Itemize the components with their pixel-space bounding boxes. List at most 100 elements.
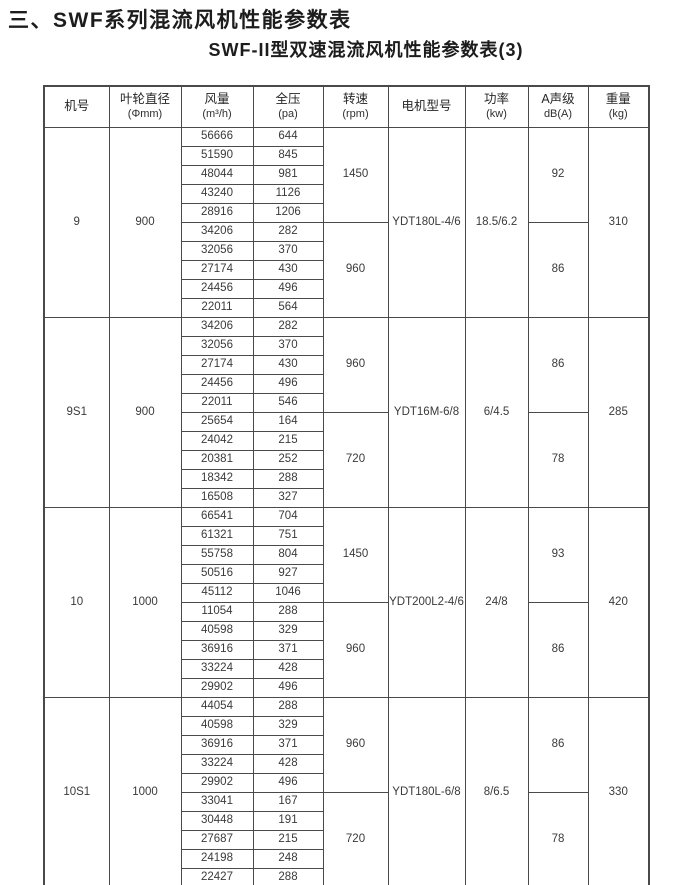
airflow-cell: 40598 [180, 716, 254, 736]
airflow-cell: 20381 [180, 450, 254, 470]
weight-cell: 310 [587, 127, 650, 318]
pressure-cell: 981 [252, 165, 324, 185]
airflow-cell: 27174 [180, 355, 254, 375]
pressure-cell: 496 [252, 374, 324, 394]
speed-cell: 960 [322, 222, 389, 318]
airflow-cell: 32056 [180, 241, 254, 261]
airflow-cell: 36916 [180, 640, 254, 660]
pressure-cell: 282 [252, 222, 324, 242]
pressure-cell: 496 [252, 773, 324, 793]
speed-cell: 720 [322, 792, 389, 885]
pressure-cell: 327 [252, 488, 324, 508]
header-cell: 功率 (kw) [464, 85, 529, 128]
airflow-cell: 28916 [180, 203, 254, 223]
pressure-cell: 288 [252, 602, 324, 622]
noise-cell: 92 [527, 127, 589, 223]
table-row: 10 1000 66541 704 1450 YDT200L2-4/6 24/8 93 420 [43, 507, 650, 698]
airflow-cell: 34206 [180, 317, 254, 337]
noise-cell: 93 [527, 507, 589, 603]
table-row: 10S1 1000 44054 288 960 YDT180L-6/8 8/6.5 86 330 [43, 697, 650, 885]
pressure-cell: 428 [252, 754, 324, 774]
pressure-cell: 288 [252, 868, 324, 885]
table-row: 24042 215 [44, 431, 649, 451]
header-cell: A声级 dB(A) [527, 85, 589, 128]
airflow-cell: 45112 [180, 583, 254, 603]
power-cell: 8/6.5 [464, 697, 529, 885]
pressure-cell: 167 [252, 792, 324, 812]
airflow-cell: 29902 [180, 773, 254, 793]
table-row: 9S1 900 34206 282 960 YDT16M-6/8 6/4.5 86 285 [43, 317, 650, 508]
pressure-cell: 496 [252, 279, 324, 299]
pressure-cell: 371 [252, 640, 324, 660]
pressure-cell: 164 [252, 412, 324, 432]
pressure-cell: 496 [252, 678, 324, 698]
airflow-cell: 16508 [180, 488, 254, 508]
table-header-row: 机号 叶轮直径 (Φmm) 风量 (m³/h) 全压 (pa) 转速 (rpm) 电机型号 功率 (k… [43, 85, 650, 128]
table-row: 9 900 56666 644 1450 YDT180L-4/6 18.5/6.2 92 310 [43, 127, 650, 318]
airflow-cell: 50516 [180, 564, 254, 584]
pressure-cell: 1206 [252, 203, 324, 223]
pressure-cell: 845 [252, 146, 324, 166]
airflow-cell: 32056 [180, 336, 254, 356]
header-cell: 风量 (m³/h) [180, 85, 254, 128]
airflow-cell: 48044 [180, 165, 254, 185]
model-cell: 9S1 [43, 317, 110, 508]
table-row: 45112 1046 [44, 583, 649, 603]
pressure-cell: 428 [252, 659, 324, 679]
airflow-cell: 22011 [180, 393, 254, 413]
table-row: 24198 248 [44, 849, 649, 869]
diameter-cell: 1000 [108, 697, 182, 885]
table-row: 27174 430 [44, 260, 649, 280]
noise-cell: 86 [527, 697, 589, 793]
speed-cell: 960 [322, 602, 389, 698]
table-row: 16508 327 [44, 488, 649, 508]
power-cell: 6/4.5 [464, 317, 529, 508]
table-row: 33224 428 [44, 754, 649, 774]
noise-cell: 86 [527, 602, 589, 698]
pressure-cell: 644 [252, 127, 324, 147]
pressure-cell: 288 [252, 469, 324, 489]
airflow-cell: 29902 [180, 678, 254, 698]
pressure-cell: 751 [252, 526, 324, 546]
airflow-cell: 43240 [180, 184, 254, 204]
airflow-cell: 11054 [180, 602, 254, 622]
table-row: 25654 164 720 78 [44, 412, 649, 508]
pressure-cell: 430 [252, 355, 324, 375]
table-row: 28916 1206 [44, 203, 649, 223]
weight-cell: 420 [587, 507, 650, 698]
noise-cell: 78 [527, 412, 589, 508]
power-cell: 18.5/6.2 [464, 127, 529, 318]
speed-cell: 1450 [322, 127, 389, 223]
table-row: 30448 191 [44, 811, 649, 831]
pressure-cell: 1126 [252, 184, 324, 204]
pressure-cell: 252 [252, 450, 324, 470]
header-cell: 机号 [43, 85, 110, 128]
pressure-cell: 288 [252, 697, 324, 717]
motor-model-cell: YDT200L2-4/6 [387, 507, 466, 698]
airflow-cell: 24456 [180, 279, 254, 299]
weight-cell: 285 [587, 317, 650, 508]
airflow-cell: 24042 [180, 431, 254, 451]
table-row: 22011 564 [44, 298, 649, 318]
motor-model-cell: YDT180L-6/8 [387, 697, 466, 885]
header-cell: 电机型号 [387, 85, 466, 128]
header-cell: 转速 (rpm) [322, 85, 389, 128]
airflow-cell: 51590 [180, 146, 254, 166]
airflow-cell: 33041 [180, 792, 254, 812]
motor-model-cell: YDT16M-6/8 [387, 317, 466, 508]
pressure-cell: 371 [252, 735, 324, 755]
power-cell: 24/8 [464, 507, 529, 698]
pressure-cell: 215 [252, 431, 324, 451]
airflow-cell: 36916 [180, 735, 254, 755]
page-subtitle: SWF-II型双速混流风机性能参数表(3) [208, 40, 524, 60]
motor-model-cell: YDT180L-4/6 [387, 127, 466, 318]
speed-cell: 1450 [322, 507, 389, 603]
airflow-cell: 61321 [180, 526, 254, 546]
table-header: 机号 叶轮直径 (Φmm) 风量 (m³/h) 全压 (pa) 转速 (rpm) 电机型号 功率 (k… [43, 85, 650, 128]
noise-cell: 86 [527, 222, 589, 318]
pressure-cell: 1046 [252, 583, 324, 603]
airflow-cell: 34206 [180, 222, 254, 242]
pressure-cell: 564 [252, 298, 324, 318]
model-cell: 10 [43, 507, 110, 698]
